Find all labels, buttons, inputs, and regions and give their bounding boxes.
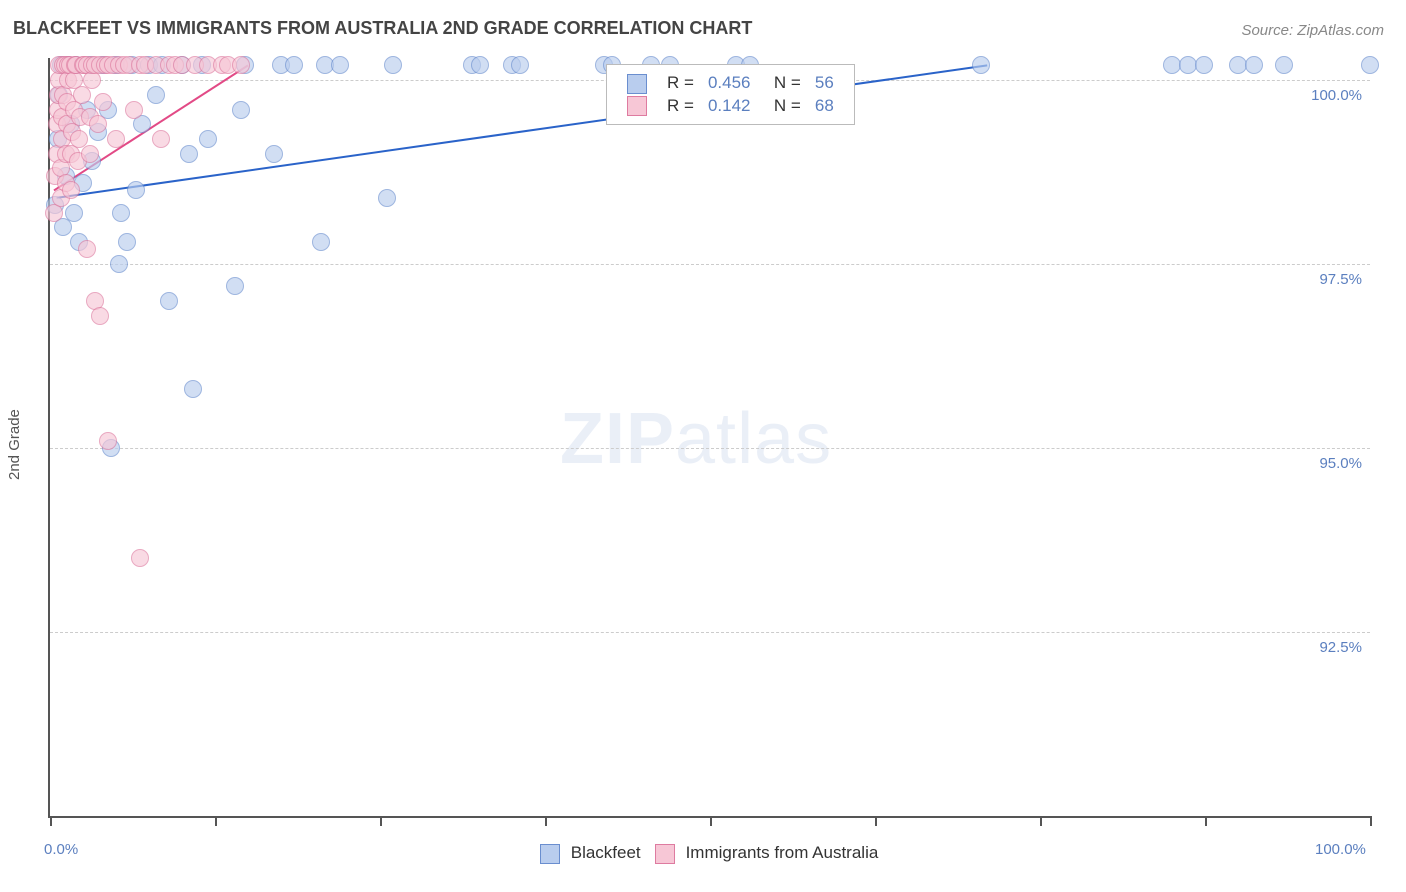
- gridline: [50, 448, 1370, 449]
- data-point: [125, 101, 143, 119]
- data-point: [94, 93, 112, 111]
- chart-title: BLACKFEET VS IMMIGRANTS FROM AUSTRALIA 2…: [13, 18, 752, 39]
- x-tick: [1205, 816, 1207, 826]
- x-tick: [380, 816, 382, 826]
- y-tick-label: 92.5%: [1319, 639, 1362, 662]
- legend-label: Blackfeet: [571, 843, 641, 862]
- y-axis-label: 2nd Grade: [6, 409, 23, 480]
- gridline: [50, 264, 1370, 265]
- watermark: ZIPatlas: [560, 398, 832, 480]
- series-legend: Blackfeet Immigrants from Australia: [540, 843, 892, 864]
- data-point: [471, 56, 489, 74]
- data-point: [152, 130, 170, 148]
- data-point: [232, 56, 250, 74]
- watermark-light: atlas: [675, 399, 832, 479]
- data-point: [384, 56, 402, 74]
- data-point: [1275, 56, 1293, 74]
- data-point: [73, 86, 91, 104]
- data-point: [127, 181, 145, 199]
- data-point: [378, 189, 396, 207]
- data-point: [1195, 56, 1213, 74]
- y-tick-label: 97.5%: [1319, 271, 1362, 294]
- data-point: [99, 432, 117, 450]
- x-tick-label: 100.0%: [1315, 841, 1366, 858]
- y-tick-label: 100.0%: [1311, 87, 1362, 110]
- data-point: [199, 130, 217, 148]
- data-point: [1361, 56, 1379, 74]
- data-point: [232, 101, 250, 119]
- data-point: [226, 277, 244, 295]
- gridline: [50, 632, 1370, 633]
- data-point: [972, 56, 990, 74]
- data-point: [107, 130, 125, 148]
- x-tick: [545, 816, 547, 826]
- data-point: [312, 233, 330, 251]
- y-tick-label: 95.0%: [1319, 455, 1362, 478]
- x-tick-label: 0.0%: [44, 841, 78, 858]
- data-point: [78, 240, 96, 258]
- watermark-strong: ZIP: [560, 399, 675, 479]
- data-point: [180, 145, 198, 163]
- data-point: [1245, 56, 1263, 74]
- x-tick: [710, 816, 712, 826]
- data-point: [112, 204, 130, 222]
- data-point: [131, 549, 149, 567]
- legend-label: Immigrants from Australia: [686, 843, 879, 862]
- data-point: [91, 307, 109, 325]
- data-point: [147, 86, 165, 104]
- data-point: [89, 115, 107, 133]
- data-point: [118, 233, 136, 251]
- data-point: [331, 56, 349, 74]
- x-tick: [875, 816, 877, 826]
- x-tick: [1370, 816, 1372, 826]
- data-point: [265, 145, 283, 163]
- data-point: [81, 145, 99, 163]
- data-point: [65, 204, 83, 222]
- x-tick: [50, 816, 52, 826]
- legend-swatch: [540, 844, 560, 864]
- x-tick: [215, 816, 217, 826]
- data-point: [285, 56, 303, 74]
- data-point: [160, 292, 178, 310]
- stats-legend: R = 0.456 N = 56R = 0.142 N = 68: [606, 64, 855, 125]
- x-tick: [1040, 816, 1042, 826]
- scatter-plot: ZIPatlas 100.0%97.5%95.0%92.5%0.0%100.0%…: [48, 58, 1370, 818]
- data-point: [62, 181, 80, 199]
- data-point: [511, 56, 529, 74]
- data-point: [110, 255, 128, 273]
- data-point: [184, 380, 202, 398]
- source-label: Source: ZipAtlas.com: [1241, 22, 1384, 39]
- legend-swatch: [655, 844, 675, 864]
